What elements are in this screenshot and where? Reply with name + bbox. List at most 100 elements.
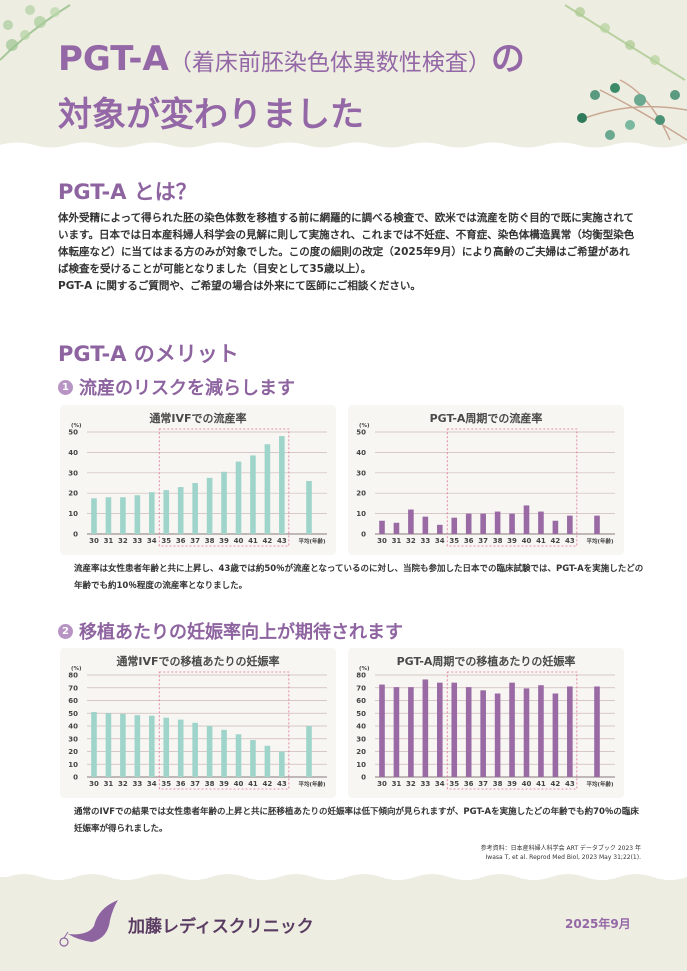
reference: 参考資料：日本産科婦人科学会 ART データブック 2023 年 Iwasa T… <box>481 844 641 862</box>
x-tick-label: 40 <box>522 780 532 788</box>
title-line2: 対象が変わりました <box>58 95 364 135</box>
y-tick-label: 50 <box>68 710 78 718</box>
bar <box>494 693 501 777</box>
bar <box>264 745 271 777</box>
y-tick-label: 70 <box>356 684 366 692</box>
x-tick-label: 39 <box>219 780 229 788</box>
bar <box>192 483 198 534</box>
y-tick-label: 40 <box>68 723 78 731</box>
x-tick-label: 34 <box>147 780 157 788</box>
x-tick-label: 38 <box>493 537 503 545</box>
x-tick-label: 40 <box>522 537 532 545</box>
wave-divider <box>0 142 687 154</box>
x-tick-label: 31 <box>392 537 402 545</box>
x-tick-label: 32 <box>118 537 128 545</box>
y-tick-label: 0 <box>361 774 366 782</box>
bar <box>105 497 112 534</box>
bar <box>177 487 184 534</box>
bar <box>163 490 170 534</box>
bar <box>149 492 155 534</box>
x-tick-label: 32 <box>406 537 416 545</box>
y-tick-label: 30 <box>356 469 366 477</box>
x-tick-label: 38 <box>493 780 503 788</box>
x-tick-label: 30 <box>377 780 387 788</box>
bar <box>523 688 530 777</box>
merit-2-label: 移植あたりの妊娠率向上が期待されます <box>79 622 403 643</box>
x-tick-label: 31 <box>104 780 114 788</box>
bar <box>379 520 385 534</box>
y-tick-label: 50 <box>68 429 78 437</box>
bar <box>91 498 97 534</box>
merit-2-note: 通常のIVFでの結果では女性患者年齢の上昇と共に胚移植あたりの妊娠率は低下傾向が… <box>74 807 639 834</box>
x-tick-label: 37 <box>190 780 200 788</box>
highlight-box <box>446 671 578 790</box>
bar <box>306 726 312 777</box>
bar <box>393 687 400 777</box>
x-tick-label: 36 <box>464 780 474 788</box>
x-tick-label: 40 <box>234 780 244 788</box>
merit-2-heading: 2 移植あたりの妊娠率向上が期待されます <box>58 618 403 644</box>
y-tick-label: 30 <box>68 469 78 477</box>
chart-pgta-miscarriage: PGT-A周期での流産率 (%) 0 10 20 30 40 50 30 31 32 33 34 35 36… <box>356 411 615 547</box>
chart-panel: 通常IVFでの流産率 (%) 0 10 20 30 40 50 30 31 32 33 34 35 36 37… <box>60 405 336 555</box>
x-tick-label: 33 <box>420 537 430 545</box>
clinic-logo-stork-icon <box>59 900 118 947</box>
bar <box>451 517 458 534</box>
x-tick-label: 43 <box>277 537 287 545</box>
x-tick-label: 33 <box>132 780 142 788</box>
bar <box>509 682 515 777</box>
chart-ivf-miscarriage: 通常IVFでの流産率 (%) 0 10 20 30 40 50 30 31 32 33 34 35 36 37… <box>68 411 327 547</box>
x-tick-label: 34 <box>147 537 157 545</box>
y-tick-label: 0 <box>361 531 366 539</box>
merit-1-label: 流産のリスクを減らします <box>79 378 295 399</box>
bar <box>91 711 97 777</box>
bar <box>408 509 414 534</box>
number-badge: 1 <box>58 379 73 395</box>
x-tick-label: 30 <box>89 780 99 788</box>
highlight-box <box>446 428 578 547</box>
bar <box>437 524 443 534</box>
bar <box>437 682 443 777</box>
x-tick-label: 34 <box>435 537 445 545</box>
y-tick-label: 10 <box>68 761 78 769</box>
merit-1-note: 流産率は女性患者年齢と共に上昇し、43歳では約50％が流産となっているのに対し、… <box>74 564 644 591</box>
bar <box>149 715 155 777</box>
x-tick-label: 30 <box>89 537 99 545</box>
about-paragraph-contact: PGT-A に関するご質問や、ご希望の場合は外来にて医師にご相談ください。 <box>58 280 421 292</box>
x-tick-label: 42 <box>551 537 561 545</box>
x-tick-label: 平均(年齢) <box>298 537 326 545</box>
bar <box>567 686 573 777</box>
wave-divider <box>0 871 687 880</box>
bar <box>279 751 285 777</box>
bar <box>422 516 429 534</box>
chart-title: 通常IVFでの流産率 <box>149 411 246 425</box>
bar <box>480 690 486 777</box>
y-tick-label: 20 <box>356 490 366 498</box>
bar <box>221 729 227 777</box>
x-tick-label: 31 <box>392 780 402 788</box>
bar <box>552 693 559 777</box>
chart-title: 通常IVFでの移植あたりの妊娠率 <box>116 654 279 668</box>
bar <box>250 455 256 534</box>
reference-line: Iwasa T, et al. Reprod Med Biol, 2023 Ma… <box>485 854 641 861</box>
x-tick-label: 34 <box>435 780 445 788</box>
y-tick-label: 20 <box>356 748 366 756</box>
y-tick-label: 60 <box>68 697 78 705</box>
x-tick-label: 38 <box>205 780 215 788</box>
section-heading-about: PGT-A とは？ <box>58 180 197 204</box>
bar <box>552 520 559 534</box>
y-tick-label: 50 <box>356 710 366 718</box>
highlight-box <box>158 428 290 547</box>
footer <box>0 871 687 971</box>
y-axis-unit: (%) <box>71 423 82 429</box>
x-tick-label: 39 <box>507 780 517 788</box>
y-tick-label: 80 <box>356 672 366 680</box>
x-tick-label: 41 <box>248 780 258 788</box>
y-axis-unit: (%) <box>71 666 82 672</box>
merit-1-heading: 1 流産のリスクを減らします <box>58 374 295 400</box>
title-main: PGT-A <box>58 39 169 79</box>
x-tick-label: 平均(年齢) <box>298 780 326 788</box>
y-tick-label: 20 <box>68 490 78 498</box>
x-tick-label: 39 <box>507 537 517 545</box>
chart-panel: PGT-A周期での流産率 (%) 0 10 20 30 40 50 30 31 32 33 34 35 36… <box>348 405 624 555</box>
